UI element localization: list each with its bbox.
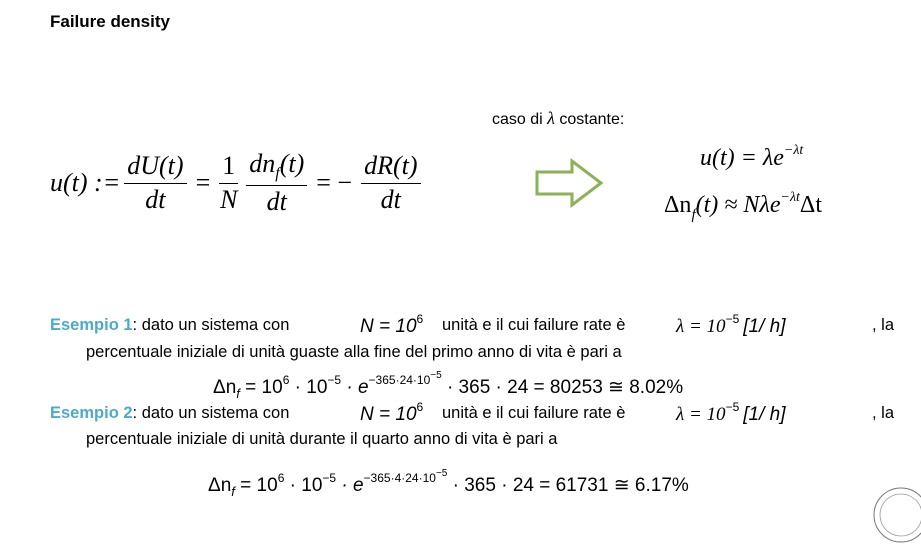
constant-case-label: caso di λ costante:: [492, 108, 625, 128]
fraction-dnf-dt: dnf(t) dt: [246, 149, 308, 216]
failures-approx-formula: Δnf(t) ≈ Nλe−λtΔt: [664, 190, 823, 223]
example-1-line1: Esempio 1: dato un sistema con: [50, 316, 290, 334]
fraction-dR-dt: dR(t) dt: [361, 151, 421, 214]
formula-lhs: u(t) :=: [50, 168, 121, 197]
lambda-symbol: λ: [547, 108, 555, 128]
example-2-rate-text: unità e il cui failure rate è: [442, 404, 626, 422]
example-2-lambda-value: λ = 10−5 [1/ h]: [676, 400, 786, 425]
example-1-lambda-value: λ = 10−5 [1/ h]: [676, 312, 786, 337]
density-constant-formula: u(t) = λe−λt: [700, 143, 804, 171]
failure-density-formula: u(t) := dU(t) dt = 1 N dnf(t) dt = − dR(…: [50, 148, 425, 218]
example-1-n-value: N = 106: [360, 312, 424, 337]
example-2-line2: percentuale iniziale di unità durante il…: [86, 430, 558, 448]
example-1-label: Esempio 1: [50, 316, 133, 334]
fraction-dU-dt: dU(t) dt: [124, 151, 187, 214]
equals-minus-sign: = −: [316, 168, 353, 197]
example-1-rate-text: unità e il cui failure rate è: [442, 316, 626, 334]
example-1-result: Δnf = 106 · 10−5 · e−365·24·10−5 · 365 ·…: [213, 370, 684, 401]
right-arrow-icon: [534, 157, 604, 213]
example-2-result: Δnf = 106 · 10−5 · e−365·4·24·10−5 · 365…: [208, 468, 689, 499]
example-2-n-value: N = 106: [360, 400, 424, 425]
university-seal-icon: [871, 485, 921, 550]
fraction-1-N: 1 N: [219, 150, 239, 214]
example-2-label: Esempio 2: [50, 404, 133, 422]
example-2-line1: Esempio 2: dato un sistema con: [50, 404, 290, 422]
page-title: Failure density: [50, 12, 170, 31]
example-2-tail: , la: [872, 404, 895, 422]
example-1-tail: , la: [872, 316, 895, 334]
equals-sign: =: [195, 168, 211, 197]
example-1-line2: percentuale iniziale di unità guaste all…: [86, 343, 622, 361]
